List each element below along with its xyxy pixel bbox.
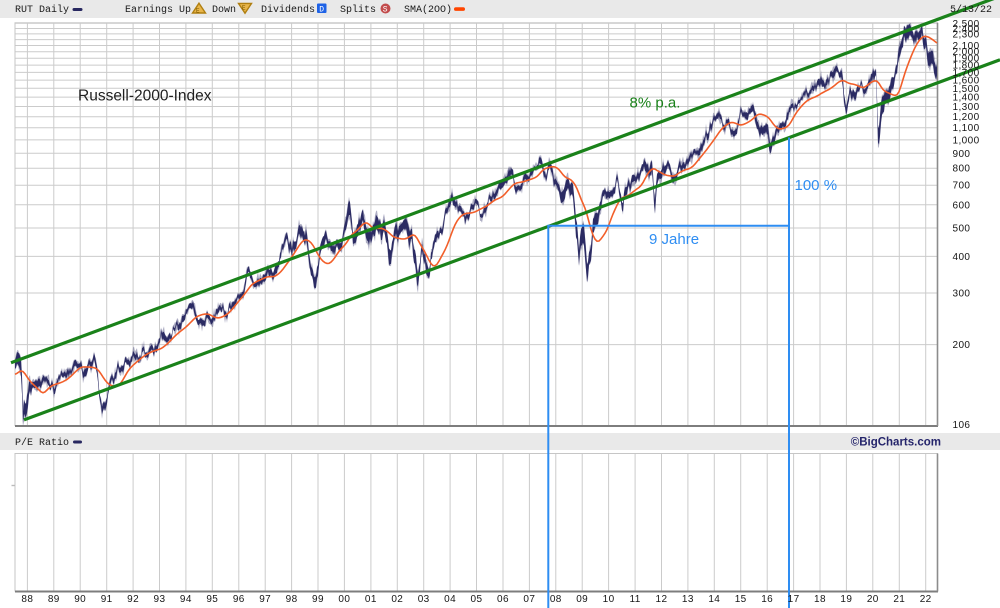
svg-text:RUT Daily: RUT Daily	[15, 4, 69, 16]
svg-text:88: 88	[21, 594, 33, 605]
svg-text:1,700: 1,700	[953, 68, 980, 79]
svg-text:11: 11	[630, 594, 641, 605]
svg-text:106: 106	[953, 420, 971, 431]
svg-text:1,500: 1,500	[953, 84, 980, 95]
svg-text:13: 13	[682, 594, 694, 605]
svg-text:E: E	[196, 7, 200, 14]
svg-text:21: 21	[893, 594, 905, 605]
svg-text:96: 96	[233, 594, 245, 605]
svg-text:2,400: 2,400	[953, 24, 980, 35]
svg-text:9 Jahre: 9 Jahre	[649, 231, 699, 248]
svg-text:1,000: 1,000	[953, 135, 980, 146]
svg-text:900: 900	[953, 149, 971, 160]
svg-text:06: 06	[497, 594, 509, 605]
svg-text:17: 17	[788, 594, 800, 605]
svg-text:15: 15	[735, 594, 747, 605]
svg-text:E: E	[242, 4, 246, 11]
svg-text:1,400: 1,400	[953, 93, 980, 104]
svg-text:300: 300	[953, 289, 971, 300]
svg-text:95: 95	[206, 594, 218, 605]
svg-text:1,800: 1,800	[953, 61, 980, 72]
svg-text:10: 10	[603, 594, 615, 605]
svg-text:98: 98	[286, 594, 298, 605]
svg-text:©BigCharts.com: ©BigCharts.com	[851, 437, 941, 449]
svg-text:100 %: 100 %	[795, 177, 838, 194]
svg-text:2,000: 2,000	[953, 47, 980, 58]
svg-text:Splits: Splits	[340, 4, 376, 16]
svg-text:1,600: 1,600	[953, 76, 980, 87]
svg-text:08: 08	[550, 594, 562, 605]
svg-text:01: 01	[365, 594, 377, 605]
svg-text:07: 07	[523, 594, 535, 605]
svg-text:16: 16	[761, 594, 773, 605]
svg-text:99: 99	[312, 594, 324, 605]
svg-text:91: 91	[101, 594, 113, 605]
svg-text:20: 20	[867, 594, 879, 605]
svg-text:600: 600	[953, 200, 971, 211]
svg-text:18: 18	[814, 594, 826, 605]
svg-text:1,300: 1,300	[953, 102, 980, 113]
svg-text:P/E Ratio: P/E Ratio	[15, 437, 69, 449]
svg-text:1,200: 1,200	[953, 112, 980, 123]
svg-text:04: 04	[444, 594, 456, 605]
svg-text:89: 89	[48, 594, 60, 605]
svg-text:22: 22	[920, 594, 932, 605]
svg-text:Russell-2000-Index: Russell-2000-Index	[78, 88, 212, 105]
svg-text:Down: Down	[212, 5, 236, 16]
svg-text:1,100: 1,100	[953, 123, 980, 134]
svg-text:93: 93	[154, 594, 166, 605]
svg-text:D: D	[319, 5, 324, 14]
svg-text:Dividends: Dividends	[261, 4, 315, 16]
svg-text:S: S	[383, 5, 388, 14]
svg-text:2,300: 2,300	[953, 29, 980, 40]
svg-text:200: 200	[953, 340, 971, 351]
svg-text:09: 09	[576, 594, 588, 605]
svg-text:2,500: 2,500	[953, 19, 980, 30]
svg-text:05: 05	[471, 594, 483, 605]
svg-text:1,900: 1,900	[953, 54, 980, 65]
svg-text:2,100: 2,100	[953, 41, 980, 52]
svg-text:SMA(2OO): SMA(2OO)	[404, 4, 452, 16]
svg-text:19: 19	[840, 594, 852, 605]
svg-text:92: 92	[127, 594, 139, 605]
svg-text:500: 500	[953, 224, 971, 235]
svg-text:400: 400	[953, 252, 971, 263]
svg-text:90: 90	[74, 594, 86, 605]
svg-text:97: 97	[259, 594, 271, 605]
svg-text:14: 14	[708, 594, 720, 605]
svg-text:8% p.a.: 8% p.a.	[630, 94, 681, 111]
svg-text:02: 02	[391, 594, 403, 605]
svg-text:Earnings Up: Earnings Up	[125, 4, 191, 16]
svg-text:800: 800	[953, 164, 971, 175]
svg-text:00: 00	[338, 594, 350, 605]
svg-text:03: 03	[418, 594, 430, 605]
svg-text:700: 700	[953, 181, 971, 192]
svg-text:12: 12	[656, 594, 668, 605]
svg-text:94: 94	[180, 594, 192, 605]
svg-text:5/13/22: 5/13/22	[950, 4, 992, 16]
